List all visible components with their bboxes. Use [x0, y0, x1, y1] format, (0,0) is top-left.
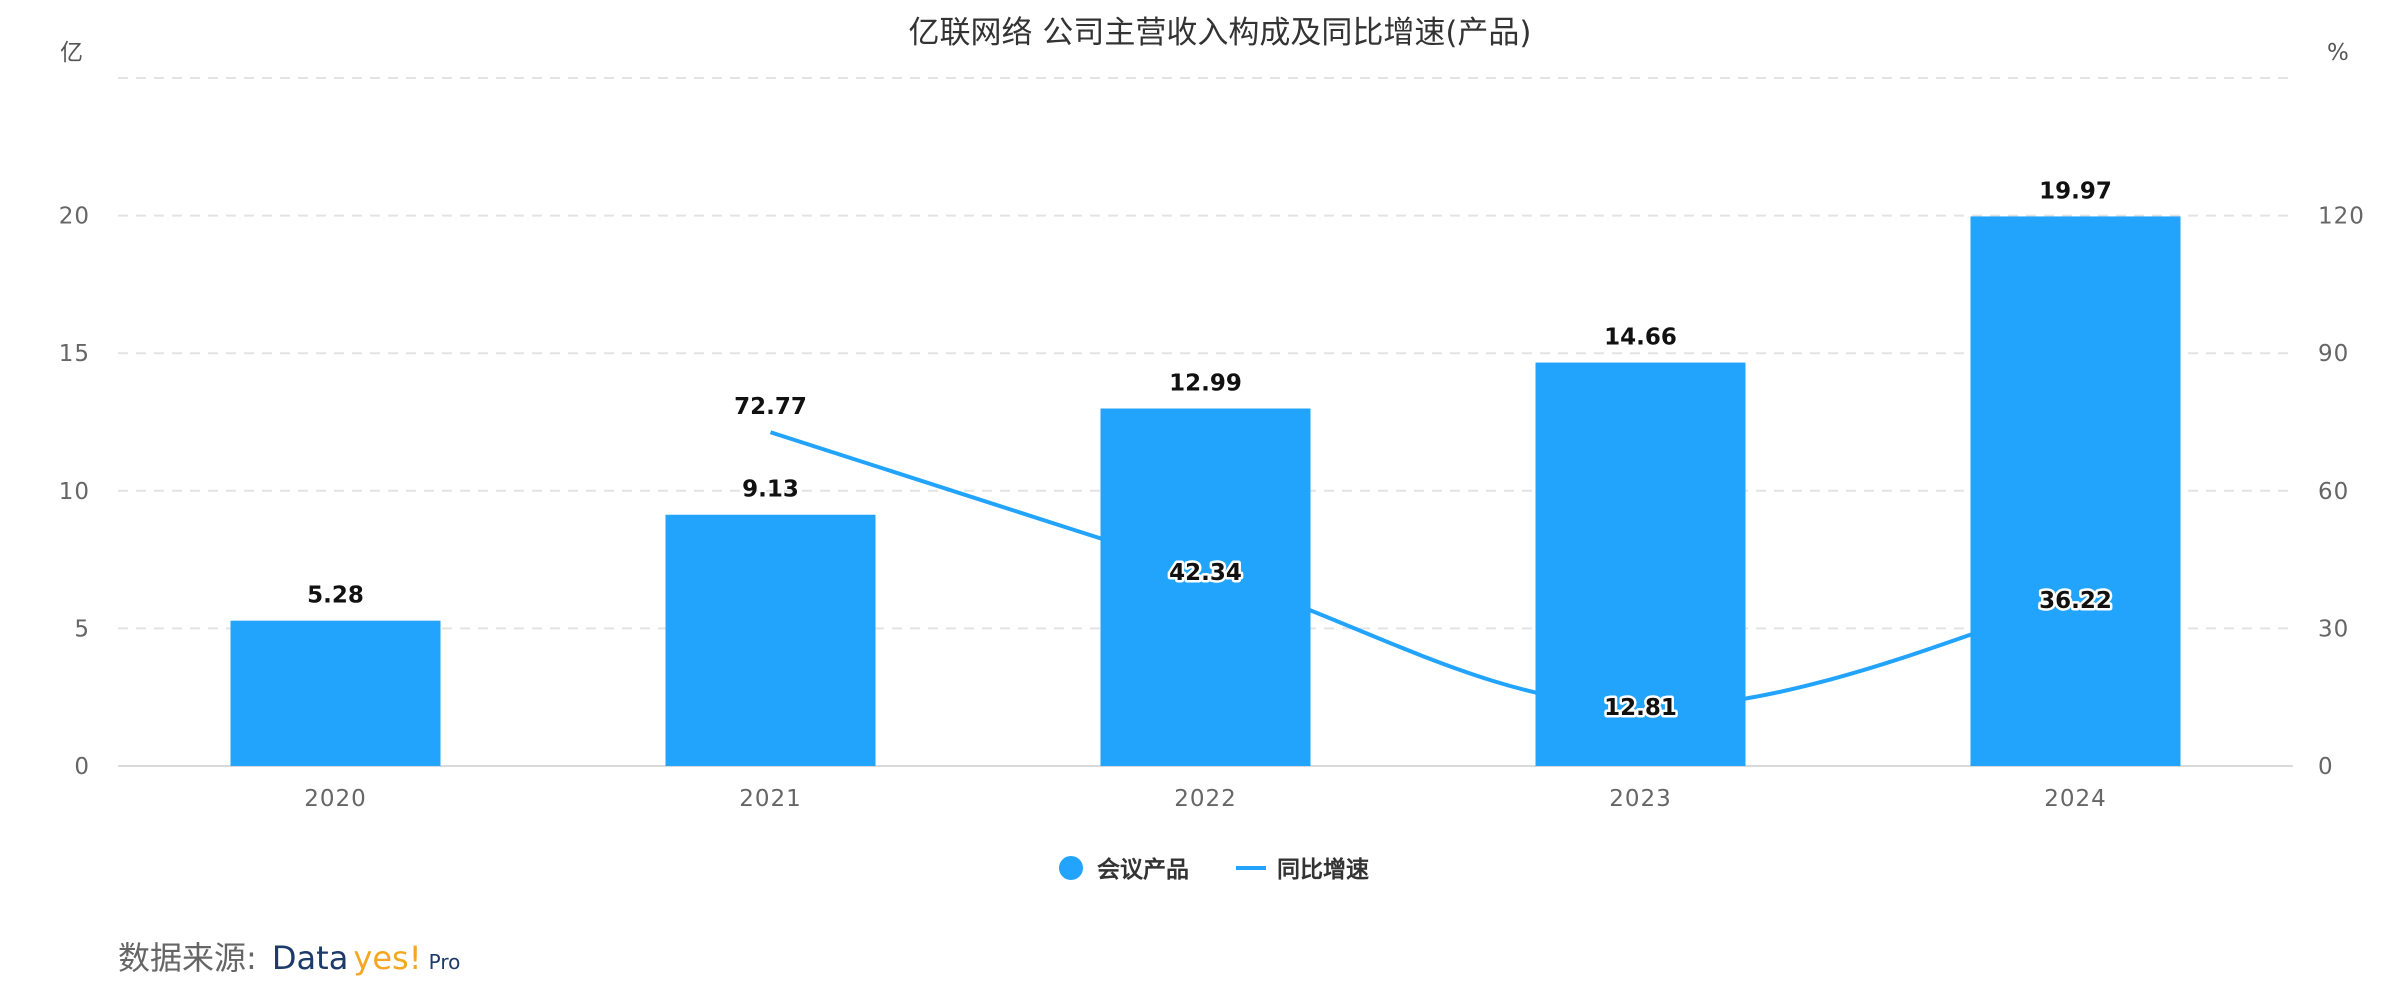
- bar-value-label: 9.13: [742, 477, 799, 503]
- x-axis: 2020 2021 2022 2023 2024: [304, 786, 2107, 812]
- legend-bar-marker: [1059, 856, 1083, 880]
- left-tick-label: 10: [59, 479, 90, 505]
- legend-item-line[interactable]: 同比增速: [1236, 856, 1369, 883]
- bar-series: [230, 216, 2181, 766]
- right-tick-label: 90: [2318, 341, 2349, 367]
- left-tick-label: 15: [59, 341, 90, 367]
- left-tick-label: 20: [59, 204, 90, 230]
- line-series: [769, 430, 2076, 710]
- x-tick-label: 2023: [1609, 786, 1672, 812]
- source-note: 数据来源: Data yes! Pro: [118, 939, 460, 977]
- right-axis-unit: %: [2327, 40, 2349, 66]
- legend: 会议产品 同比增速: [1059, 856, 1369, 883]
- source-brand-part2: yes!: [353, 939, 421, 977]
- line-value-label: 72.77: [734, 394, 807, 420]
- x-tick-label: 2020: [304, 786, 367, 812]
- left-tick-label: 0: [74, 754, 90, 780]
- right-tick-label: 120: [2318, 204, 2365, 230]
- left-axis-unit: 亿: [60, 40, 83, 66]
- left-tick-label: 5: [74, 616, 90, 642]
- right-y-axis: 0 30 60 90 120: [2318, 204, 2365, 780]
- chart-title: 亿联网络 公司主营收入构成及同比增速(产品): [908, 15, 1531, 51]
- x-tick-label: 2024: [2044, 786, 2107, 812]
- right-tick-label: 0: [2318, 754, 2334, 780]
- source-brand-part1: Data: [272, 939, 348, 977]
- right-tick-label: 30: [2318, 616, 2349, 642]
- bar: [1970, 216, 2181, 766]
- bar: [230, 620, 441, 766]
- right-tick-label: 60: [2318, 479, 2349, 505]
- source-text: 数据来源: Data yes! Pro: [118, 939, 460, 977]
- legend-bar-label: 会议产品: [1097, 856, 1189, 883]
- source-prefix: 数据来源:: [118, 939, 257, 977]
- line-value-label: 36.22: [2039, 588, 2112, 614]
- legend-line-label: 同比增速: [1277, 856, 1369, 883]
- bar-value-label: 14.66: [1604, 325, 1677, 351]
- x-tick-label: 2022: [1174, 786, 1237, 812]
- bar: [665, 514, 876, 766]
- bar-value-label: 19.97: [2039, 178, 2112, 204]
- bar-value-label: 5.28: [307, 583, 364, 609]
- bar: [1100, 408, 1311, 766]
- line-value-label: 42.34: [1169, 560, 1242, 586]
- legend-item-bar[interactable]: 会议产品: [1059, 856, 1189, 883]
- x-tick-label: 2021: [739, 786, 802, 812]
- left-y-axis: 0 5 10 15 20: [59, 204, 90, 780]
- bar-value-label: 12.99: [1169, 371, 1242, 397]
- data-labels: 5.28 9.13 12.99 14.66 19.97 72.77 42.34 12.81 36…: [307, 178, 2114, 723]
- growth-line: [769, 430, 2076, 710]
- line-value-label: 12.81: [1604, 695, 1677, 721]
- source-brand-part3: Pro: [429, 950, 461, 974]
